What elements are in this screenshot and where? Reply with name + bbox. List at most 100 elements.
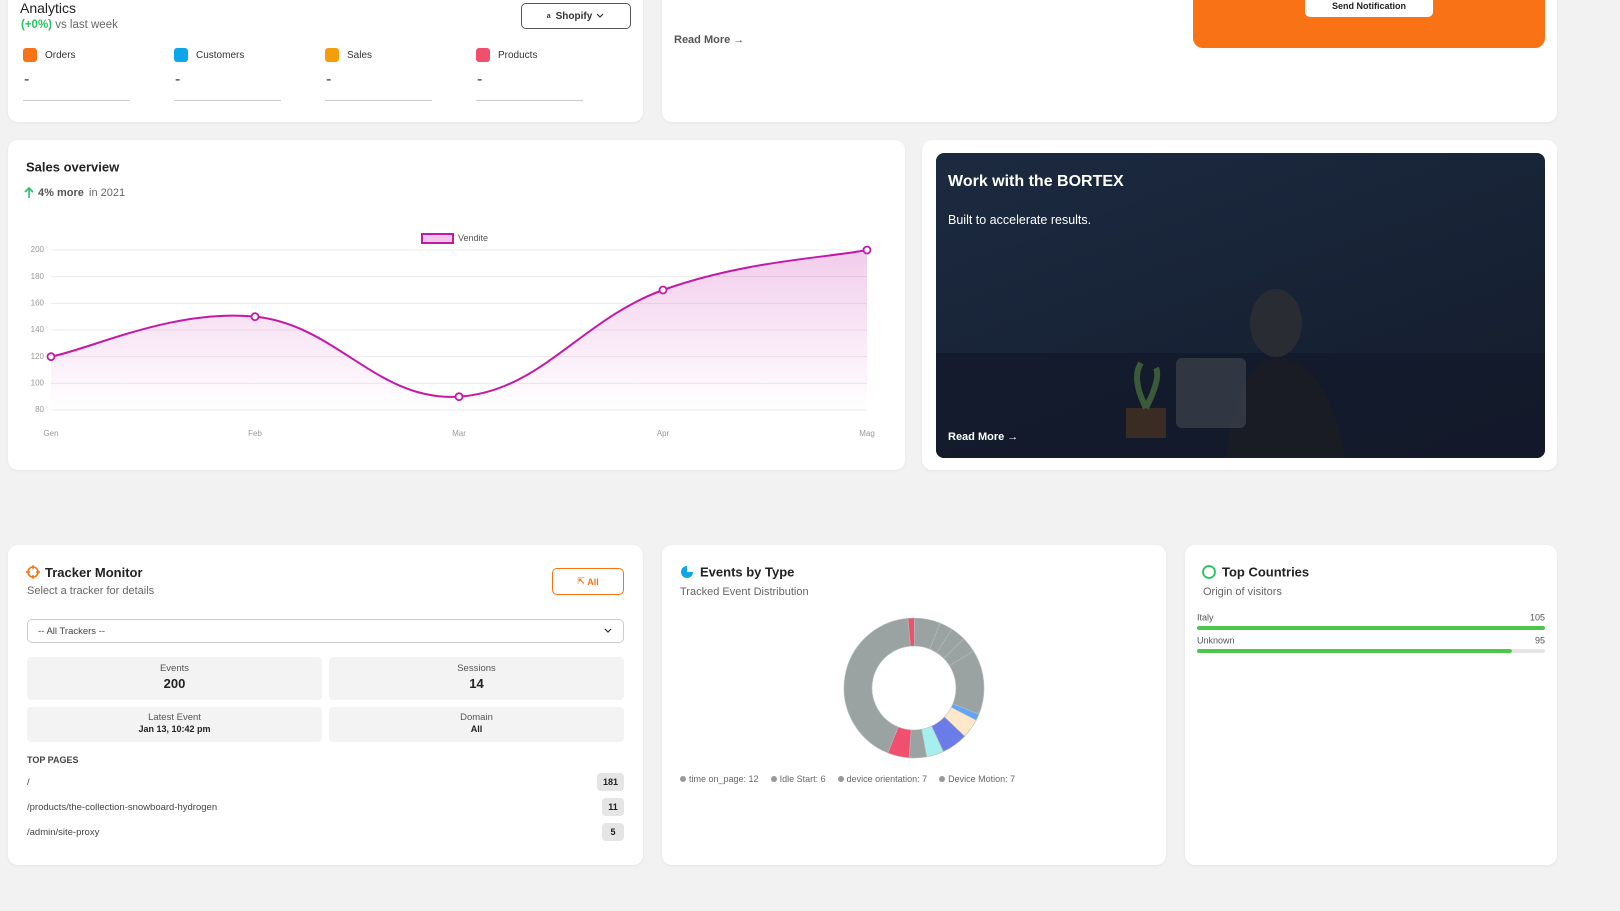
tracker-select[interactable]: -- All Trackers -- (27, 619, 624, 643)
store-dropdown[interactable]: a Shopify (521, 3, 631, 29)
button-text: Send Notification (1332, 1, 1406, 11)
y-tick-label: 140 (31, 325, 45, 334)
bar (1197, 649, 1512, 653)
stat-icon (325, 48, 339, 62)
legend-label: time on_page: 12 (689, 774, 759, 784)
stat-icon (23, 48, 37, 62)
stat-underline (325, 100, 432, 101)
promo-photo (936, 289, 1545, 458)
legend-item: Device Motion: 7 (939, 774, 1015, 784)
stat-value: - (24, 71, 30, 88)
stat-underline (476, 100, 583, 101)
x-tick-label: Apr (657, 429, 670, 438)
notification-card: Read More → Send Notification (662, 0, 1557, 122)
x-tick-label: Gen (43, 429, 58, 438)
legend-label: Idle Start: 6 (779, 774, 826, 784)
point (46, 352, 56, 362)
stat-box: Domain All (329, 707, 624, 742)
analytics-change: (+0%) vs last week (21, 19, 118, 31)
stat-box: Sessions 14 (329, 657, 624, 700)
sales-card: Sales overview 4% more in 2021 80 100 120 1… (8, 140, 905, 470)
y-tick-label: 120 (31, 352, 45, 361)
legend-dot (770, 776, 777, 782)
tracker-subtitle: Select a tracker for details (27, 585, 155, 597)
y-tick-label: 160 (31, 298, 45, 307)
stat-label: Events (159, 663, 190, 674)
page-path: /admin/site-proxy (27, 827, 100, 838)
line-chart: Sales overview 4% more in 2021 80 100 120 1… (24, 159, 875, 438)
legend-item: time on_page: 12 (680, 774, 759, 784)
stat-value: - (477, 71, 483, 88)
stat-label: Customers (196, 50, 245, 61)
page-count: 181 (596, 773, 624, 791)
x-tick-label: Mag (859, 429, 875, 438)
stat-label: Latest Event (148, 712, 201, 723)
subtitle-strong: 4% more (38, 187, 84, 199)
legend-dot (680, 776, 686, 782)
point (862, 245, 872, 255)
page-path: /products/the-collection-snowboard-hydro… (27, 802, 218, 813)
stat-label: Products (498, 50, 538, 61)
stat-value: 14 (469, 676, 484, 691)
y-tick-label: 200 (31, 245, 45, 254)
stat-underline (23, 100, 130, 101)
promo-image: Work with the BORTEX Built to accelerate… (936, 153, 1545, 458)
change-note: vs last week (55, 19, 118, 31)
button-text: All (587, 576, 599, 587)
stat-icon (174, 48, 188, 62)
bar-value: 105 (1530, 612, 1545, 622)
promo-link[interactable]: Read More → (948, 431, 1019, 443)
bar-value: 95 (1535, 635, 1545, 645)
legend-label: device orientation: 7 (846, 774, 928, 784)
chart-subtitle: Origin of visitors (1203, 586, 1282, 598)
point (454, 392, 464, 402)
legend-swatch (421, 233, 454, 244)
pages-heading: TOP PAGES (27, 755, 79, 765)
stat-label: Orders (45, 50, 76, 61)
x-tick-label: Mar (452, 429, 466, 438)
link-text: Read More (674, 34, 731, 46)
bar-chart: Top Countries Origin of visitors Italy 10… (1197, 564, 1545, 653)
link-text: Read More (948, 431, 1005, 443)
page-count: 5 (602, 823, 624, 841)
chart-subtitle: Tracked Event Distribution (680, 586, 809, 598)
countries-card: Top Countries Origin of visitors Italy 10… (1185, 545, 1557, 865)
legend-label: Device Motion: 7 (948, 774, 1016, 784)
all-button[interactable]: ⇱ All (552, 568, 624, 595)
tracker-icon (26, 565, 40, 579)
globe-icon (1202, 565, 1216, 579)
legend-dot (837, 776, 844, 782)
select-text: -- All Trackers -- (38, 625, 106, 637)
stat-label: Sessions (457, 663, 496, 674)
tracker-card: Tracker Monitor Select a tracker for det… (8, 545, 643, 865)
pie-slice (843, 617, 911, 754)
subtitle: in 2021 (89, 187, 125, 199)
promo-title: Work with the BORTEX (948, 173, 1124, 190)
stat-value: 200 (163, 676, 186, 691)
pie-chart: Events by Type Tracked Event Distributio… (680, 564, 985, 759)
analytics-card: Analytics (+0%) vs last week a Shopify Or… (8, 0, 643, 122)
events-card: Events by Type Tracked Event Distributio… (662, 545, 1166, 865)
legend-label: Vendite (458, 233, 488, 243)
page-path: / (27, 777, 30, 788)
point (658, 285, 668, 295)
pie-legend: time on_page: 12 Idle Start: 6 device orie… (680, 774, 1015, 784)
page-count: 11 (602, 798, 624, 816)
change-value: (+0%) (21, 19, 52, 31)
stat-label: Sales (347, 50, 373, 61)
bar-label: Unknown (1197, 635, 1235, 645)
analytics-title: Analytics (20, 0, 77, 16)
bar-label: Italy (1197, 612, 1214, 622)
chart-title: Events by Type (700, 564, 794, 579)
stat-icon (476, 48, 490, 62)
chart-title: Top Countries (1222, 564, 1309, 579)
y-tick-label: 180 (31, 272, 45, 281)
chart-title: Sales overview (26, 159, 120, 174)
stat-box: Events 200 (27, 657, 322, 700)
store-label: Shopify (555, 10, 593, 22)
send-notification-button[interactable]: Send Notification (1305, 0, 1433, 17)
y-tick-label: 80 (35, 405, 44, 414)
read-more-link[interactable]: Read More → (674, 34, 745, 46)
up-arrow (24, 186, 34, 198)
